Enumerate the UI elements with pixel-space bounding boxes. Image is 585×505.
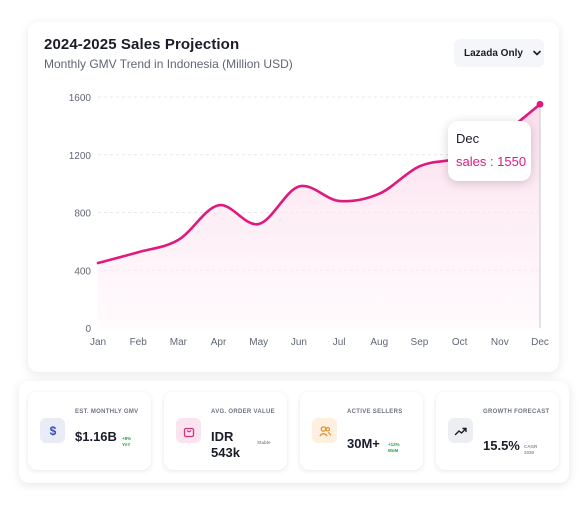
y-axis: 0 400 800 1200 1600 bbox=[69, 93, 92, 335]
x-tick-label: Jan bbox=[90, 337, 106, 348]
dollar-icon: $ bbox=[40, 418, 65, 443]
svg-text:$: $ bbox=[49, 424, 56, 438]
stat-label: ACTIVE SELLERS bbox=[347, 409, 403, 415]
tooltip-value: sales : 1550 bbox=[456, 154, 526, 169]
stat-change: CAGR bbox=[524, 444, 538, 449]
stat-change-period: MoM bbox=[388, 448, 399, 453]
x-tick-label: Sep bbox=[411, 337, 429, 348]
x-tick-label: Mar bbox=[170, 337, 188, 348]
stat-value: 15.5% bbox=[483, 438, 520, 453]
shopping-bag-icon bbox=[176, 418, 201, 443]
sales-area-chart: 0 400 800 1200 1600 Jan Feb Mar Apr May Jun Jul Aug… bbox=[69, 93, 549, 348]
tooltip-month: Dec bbox=[456, 131, 480, 146]
platform-filter-select[interactable]: Lazada Only bbox=[454, 39, 544, 67]
x-tick-label: Dec bbox=[531, 337, 549, 348]
y-tick-label: 0 bbox=[85, 324, 91, 335]
users-icon bbox=[312, 418, 337, 443]
stat-change-period: 2030 bbox=[524, 450, 535, 455]
stat-card-sellers: ACTIVE SELLERS 30M+ +12% MoM bbox=[300, 392, 423, 470]
stat-label: GROWTH FORECAST bbox=[483, 409, 550, 415]
tooltip-box bbox=[448, 121, 531, 181]
x-tick-label: Feb bbox=[130, 337, 148, 348]
x-tick-label: Jul bbox=[333, 337, 346, 348]
stat-label: AVG. ORDER VALUE bbox=[211, 409, 275, 415]
stat-value: $1.16B bbox=[75, 429, 117, 444]
y-tick-label: 400 bbox=[74, 266, 91, 277]
stat-change-period: YoY bbox=[122, 442, 131, 447]
x-tick-label: Aug bbox=[370, 337, 388, 348]
stat-change: +12% bbox=[388, 442, 400, 447]
stat-label: EST. MONTHLY GMV bbox=[75, 409, 139, 415]
x-tick-label: Oct bbox=[452, 337, 468, 348]
trend-up-icon bbox=[448, 418, 473, 443]
active-point[interactable] bbox=[536, 100, 544, 108]
filter-value: Lazada Only bbox=[464, 47, 523, 59]
stats-bar: $ EST. MONTHLY GMV $1.16B +8% YoY AVG. O… bbox=[19, 381, 569, 483]
x-tick-label: Jun bbox=[291, 337, 307, 348]
x-tick-label: May bbox=[249, 337, 268, 348]
stat-value: IDR bbox=[211, 429, 234, 444]
sales-area-fill bbox=[98, 104, 540, 328]
x-tick-label: Nov bbox=[491, 337, 509, 348]
chart-subtitle: Monthly GMV Trend in Indonesia (Million … bbox=[44, 57, 293, 71]
y-tick-label: 1600 bbox=[69, 93, 92, 104]
chevron-down-icon bbox=[533, 50, 541, 56]
stat-card-aov: AVG. ORDER VALUE IDR 543k Stable bbox=[164, 392, 287, 470]
y-tick-label: 800 bbox=[74, 209, 91, 220]
x-tick-label: Apr bbox=[211, 337, 227, 348]
stat-change: +8% bbox=[122, 436, 132, 441]
stat-change: Stable bbox=[257, 440, 271, 445]
x-axis: Jan Feb Mar Apr May Jun Jul Aug Sep Oct Nov Dec bbox=[90, 337, 549, 348]
stat-value-amount: 543k bbox=[211, 445, 240, 460]
chart-tooltip: Dec sales : 1550 bbox=[448, 121, 531, 181]
chart-title: 2024-2025 Sales Projection bbox=[44, 36, 240, 53]
stat-value: 30M+ bbox=[347, 436, 380, 451]
stat-card-gmv: $ EST. MONTHLY GMV $1.16B +8% YoY bbox=[28, 392, 151, 470]
stat-card-growth: GROWTH FORECAST 15.5% CAGR 2030 bbox=[436, 392, 559, 470]
y-tick-label: 1200 bbox=[69, 151, 92, 162]
